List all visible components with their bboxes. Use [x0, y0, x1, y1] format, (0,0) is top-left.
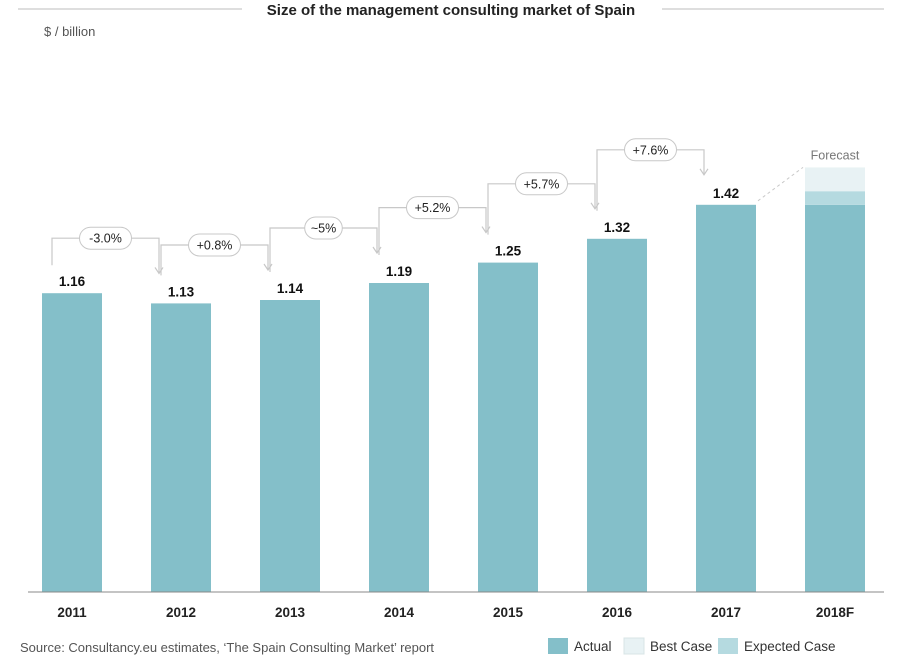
value-label-2017: 1.42 [713, 186, 739, 201]
growth-pill-2012 [79, 226, 132, 250]
bar-2016 [587, 238, 647, 593]
growth-label-2015: +5.2% [415, 201, 451, 215]
growth-pill-2015 [406, 196, 459, 220]
x-tick-2018F: 2018F [816, 605, 854, 620]
legend-label-best-case: Best Case [650, 639, 712, 654]
y-axis-unit-label: $ / billion [44, 24, 95, 39]
value-label-2011: 1.16 [59, 274, 86, 289]
bar-2012 [151, 303, 211, 592]
bar-2017 [696, 204, 756, 593]
growth-labels-group: -3.0% +0.8% ~5% +5.2% +5.7% +7.6% [79, 138, 677, 257]
growth-arrowhead-2012 [154, 267, 164, 275]
title-group: Size of the management consulting market… [18, 2, 884, 19]
bar-2018F-expected-case [805, 191, 865, 205]
x-tick-2017: 2017 [711, 605, 741, 620]
legend: Actual Best Case Expected Case [548, 637, 836, 655]
forecast-group: Forecast [757, 148, 865, 593]
growth-arrowhead-2017 [699, 168, 709, 176]
bar-2018F-actual [805, 204, 865, 593]
forecast-dashed-connector [757, 166, 804, 202]
legend-swatch-expected-case [718, 638, 738, 654]
value-label-2014: 1.19 [386, 264, 412, 279]
growth-label-2014: ~5% [311, 222, 336, 236]
growth-arrowhead-2015 [481, 226, 491, 234]
chart-title: Size of the management consulting market… [267, 2, 635, 19]
growth-pill-2016 [515, 172, 568, 196]
growth-label-2012: -3.0% [89, 232, 122, 246]
bar-2013 [260, 300, 320, 592]
value-label-2016: 1.32 [604, 220, 630, 235]
bar-2014 [369, 283, 429, 592]
growth-label-2017: +7.6% [633, 143, 669, 157]
x-tick-2014: 2014 [384, 605, 415, 620]
growth-label-2016: +5.7% [524, 177, 560, 191]
x-tick-2013: 2013 [275, 605, 306, 620]
bar-2011 [42, 293, 102, 592]
growth-arrowhead-2016 [590, 202, 600, 210]
growth-arrowhead-2013 [263, 263, 273, 272]
bar-2015 [478, 262, 538, 592]
x-tick-2012: 2012 [166, 605, 196, 620]
value-label-2012: 1.13 [168, 284, 195, 299]
bar-2018F-best-case [805, 167, 865, 192]
x-tick-2011: 2011 [57, 605, 87, 620]
bars-group [42, 204, 756, 593]
legend-label-expected-case: Expected Case [744, 639, 836, 654]
legend-swatch-best-case [623, 637, 645, 655]
x-tick-2016: 2016 [602, 605, 633, 620]
growth-label-2013: +0.8% [197, 239, 233, 253]
growth-arrowhead-2014 [372, 246, 382, 255]
growth-pill-2014 [304, 216, 343, 240]
source-note: Source: Consultancy.eu estimates, ‘The S… [20, 640, 434, 655]
growth-pill-2017 [624, 138, 677, 162]
value-label-2013: 1.14 [277, 281, 304, 296]
value-label-2015: 1.25 [495, 244, 522, 259]
value-labels-group: 1.16 1.13 1.14 1.19 1.25 1.32 1.42 [59, 186, 739, 300]
forecast-label: Forecast [811, 148, 860, 162]
legend-label-actual: Actual [574, 639, 612, 654]
legend-swatch-actual [548, 638, 568, 654]
growth-pill-2013 [188, 233, 241, 257]
x-tick-2015: 2015 [493, 605, 524, 620]
x-tick-labels-group: 2011 2012 2013 2014 2015 2016 2017 2018F [57, 605, 854, 620]
